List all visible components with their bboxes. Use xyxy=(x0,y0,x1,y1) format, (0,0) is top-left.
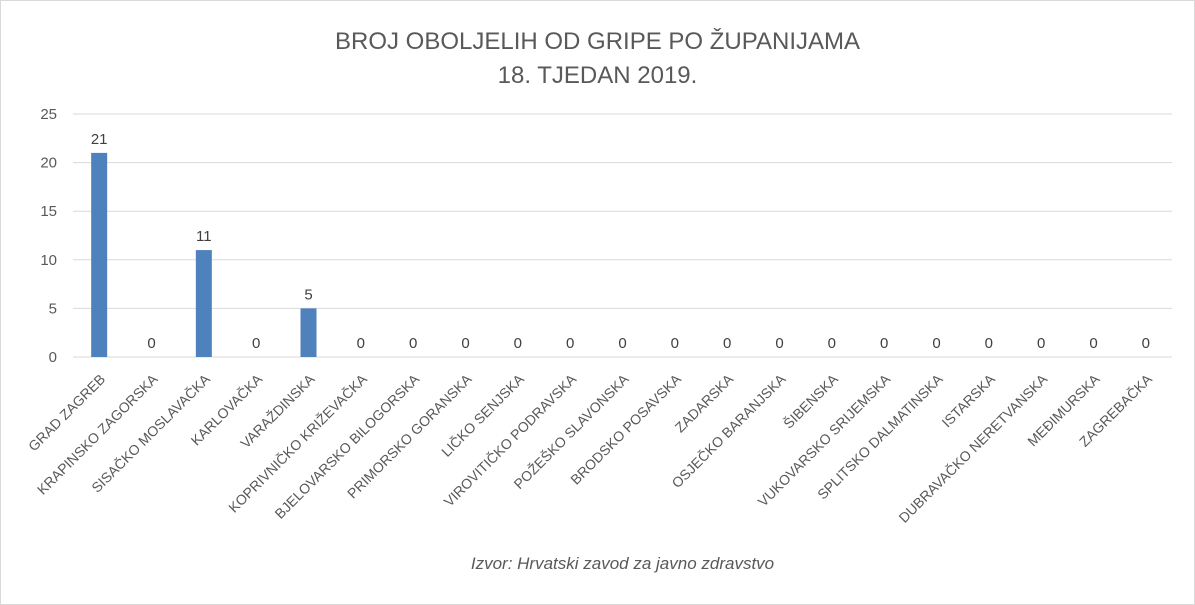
data-label: 0 xyxy=(566,335,574,352)
data-label: 5 xyxy=(304,286,312,303)
data-label: 0 xyxy=(409,335,417,352)
data-label: 0 xyxy=(1142,335,1150,352)
data-label: 0 xyxy=(252,335,260,352)
bar xyxy=(195,250,212,357)
data-label: 0 xyxy=(147,335,155,352)
source-note: Izvor: Hrvatski zavod za javno zdravstvo xyxy=(470,554,775,573)
y-tick-label: 5 xyxy=(49,300,57,317)
data-label: 11 xyxy=(196,228,212,245)
data-label: 0 xyxy=(618,335,626,352)
data-label: 0 xyxy=(461,335,469,352)
bar xyxy=(91,152,108,357)
bar xyxy=(300,308,317,357)
data-label: 0 xyxy=(357,335,365,352)
data-label: 0 xyxy=(671,335,679,352)
y-tick-label: 25 xyxy=(40,106,57,123)
chart-subtitle: 18. TJEDAN 2019. xyxy=(497,62,698,89)
data-label: 0 xyxy=(1089,335,1097,352)
y-tick-label: 10 xyxy=(40,252,57,269)
data-label: 0 xyxy=(775,335,783,352)
chart-title: BROJ OBOLJELIH OD GRIPE PO ŽUPANIJAMA xyxy=(335,28,860,55)
y-tick-label: 20 xyxy=(40,155,57,172)
data-label: 0 xyxy=(723,335,731,352)
data-label: 0 xyxy=(932,335,940,352)
y-tick-label: 15 xyxy=(40,203,57,220)
y-tick-label: 0 xyxy=(49,349,57,366)
data-label: 0 xyxy=(880,335,888,352)
data-label: 21 xyxy=(91,131,108,148)
data-label: 0 xyxy=(828,335,836,352)
data-label: 0 xyxy=(985,335,993,352)
data-label: 0 xyxy=(1037,335,1045,352)
data-label: 0 xyxy=(514,335,522,352)
